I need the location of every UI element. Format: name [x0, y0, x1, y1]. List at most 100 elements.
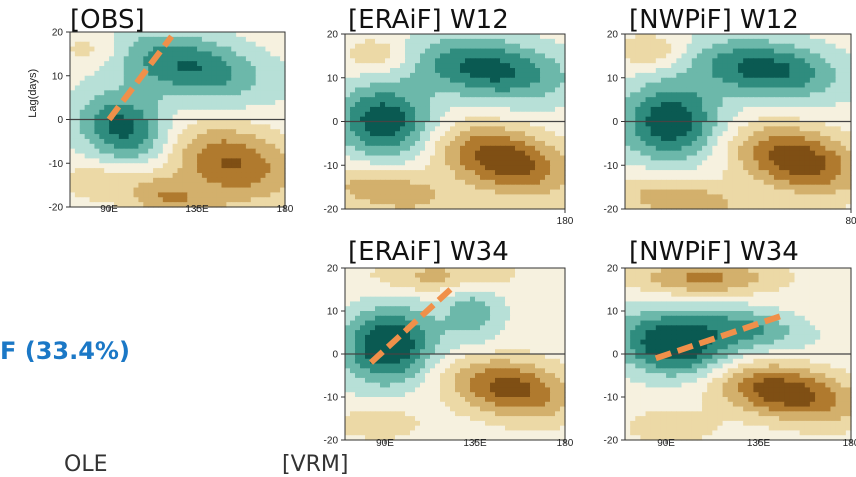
heatmap-cell: [355, 44, 361, 49]
heatmap-cell: [495, 58, 501, 63]
heatmap-cell: [651, 131, 657, 136]
heatmap-cell: [178, 197, 183, 202]
heatmap-cell: [168, 56, 173, 61]
heatmap-cell: [380, 185, 386, 190]
heatmap-cell: [682, 165, 688, 170]
heatmap-cell: [212, 197, 217, 202]
heatmap-cell: [702, 180, 708, 185]
heatmap-cell: [738, 199, 744, 204]
heatmap-cell: [231, 192, 236, 197]
heatmap-cell: [530, 199, 536, 204]
heatmap-cell: [168, 129, 173, 134]
heatmap-cell: [350, 97, 356, 102]
heatmap-cell: [385, 190, 391, 195]
heatmap-cell: [795, 175, 801, 180]
heatmap-cell: [163, 158, 168, 163]
heatmap-cell: [355, 287, 361, 292]
heatmap-cell: [163, 90, 168, 95]
heatmap-cell: [197, 163, 202, 168]
heatmap-cell: [207, 183, 212, 188]
heatmap-cell: [707, 58, 713, 63]
heatmap-cell: [270, 76, 275, 81]
heatmap-cell: [275, 188, 280, 193]
heatmap-cell: [630, 92, 636, 97]
heatmap-cell: [85, 173, 90, 178]
heatmap-cell: [355, 73, 361, 78]
heatmap-cell: [440, 282, 446, 287]
heatmap-cell: [530, 63, 536, 68]
heatmap-cell: [661, 180, 667, 185]
heatmap-cell: [779, 141, 785, 146]
heatmap-cell: [265, 134, 270, 139]
heatmap-cell: [236, 149, 241, 154]
heatmap-cell: [221, 95, 226, 100]
heatmap-cell: [769, 131, 775, 136]
heatmap-cell: [270, 32, 275, 37]
heatmap-cell: [99, 158, 104, 163]
heatmap-cell: [738, 175, 744, 180]
heatmap-cell: [129, 37, 134, 42]
heatmap-cell: [810, 126, 816, 131]
heatmap-cell: [671, 68, 677, 73]
heatmap-cell: [197, 90, 202, 95]
heatmap-cell: [733, 170, 739, 175]
heatmap-cell: [187, 90, 192, 95]
heatmap-cell: [460, 194, 466, 199]
heatmap-cell: [646, 73, 652, 78]
heatmap-cell: [490, 78, 496, 83]
heatmap-cell: [455, 112, 461, 117]
heatmap-cell: [640, 194, 646, 199]
heatmap-cell: [192, 51, 197, 56]
heatmap-cell: [738, 39, 744, 44]
heatmap-cell: [355, 136, 361, 141]
heatmap-cell: [251, 173, 256, 178]
heatmap-cell: [410, 112, 416, 117]
heatmap-cell: [395, 97, 401, 102]
heatmap-cell: [825, 68, 831, 73]
heatmap-cell: [810, 141, 816, 146]
heatmap-cell: [723, 97, 729, 102]
heatmap-cell: [415, 83, 421, 88]
heatmap-cell: [555, 151, 561, 156]
heatmap-cell: [789, 92, 795, 97]
heatmap-cell: [236, 154, 241, 159]
heatmap-cell: [119, 197, 124, 202]
heatmap-cell: [810, 136, 816, 141]
heatmap-cell: [661, 165, 667, 170]
heatmap-cell: [114, 173, 119, 178]
heatmap-cell: [697, 122, 703, 127]
heatmap-cell: [625, 102, 631, 107]
heatmap-cell: [275, 192, 280, 197]
heatmap-cell: [676, 39, 682, 44]
heatmap-cell: [236, 37, 241, 42]
heatmap-cell: [795, 39, 801, 44]
heatmap-cell: [490, 126, 496, 131]
heatmap-cell: [217, 95, 222, 100]
heatmap-cell: [365, 58, 371, 63]
heatmap-cell: [800, 141, 806, 146]
heatmap-cell: [158, 168, 163, 173]
heatmap-cell: [555, 194, 561, 199]
heatmap-cell: [540, 92, 546, 97]
heatmap-cell: [460, 92, 466, 97]
heatmap-cell: [85, 85, 90, 90]
heatmap-cell: [395, 190, 401, 195]
heatmap-cell: [733, 131, 739, 136]
heatmap-cell: [733, 92, 739, 97]
heatmap-cell: [425, 39, 431, 44]
heatmap-cell: [375, 273, 381, 278]
heatmap-cell: [450, 160, 456, 165]
heatmap-cell: [555, 68, 561, 73]
heatmap-cell: [143, 110, 148, 115]
heatmap-cell: [671, 185, 677, 190]
heatmap-cell: [651, 185, 657, 190]
heatmap-cell: [246, 66, 251, 71]
heatmap-cell: [192, 110, 197, 115]
heatmap-cell: [400, 282, 406, 287]
heatmap-cell: [90, 168, 95, 173]
heatmap-cell: [733, 87, 739, 92]
heatmap-cell: [545, 73, 551, 78]
heatmap-cell: [717, 97, 723, 102]
heatmap-cell: [671, 146, 677, 151]
